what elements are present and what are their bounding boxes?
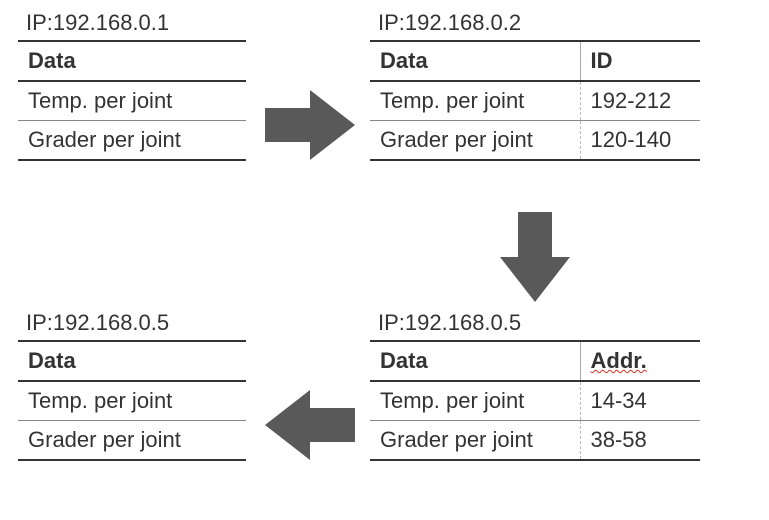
- data-table: Data Addr. Temp. per joint 14-34 Grader …: [370, 340, 700, 461]
- node-3: IP:192.168.0.5 Data Addr. Temp. per join…: [370, 310, 700, 461]
- arrow-down-icon: [500, 212, 570, 302]
- cell: Temp. per joint: [18, 81, 246, 121]
- cell: Temp. per joint: [370, 81, 580, 121]
- col-header: Data: [370, 41, 580, 81]
- col-header: Data: [370, 341, 580, 381]
- cell: 38-58: [580, 421, 700, 461]
- data-table: Data Temp. per joint Grader per joint: [18, 40, 246, 161]
- arrow-left-icon: [265, 390, 355, 460]
- data-table: Data Temp. per joint Grader per joint: [18, 340, 246, 461]
- cell: Temp. per joint: [370, 381, 580, 421]
- cell: Grader per joint: [370, 121, 580, 161]
- node-2: IP:192.168.0.2 Data ID Temp. per joint 1…: [370, 10, 700, 161]
- cell: Grader per joint: [18, 121, 246, 161]
- col-header: Data: [18, 41, 246, 81]
- arrow-right-icon: [265, 90, 355, 160]
- ip-label: IP:192.168.0.5: [370, 310, 700, 336]
- ip-label: IP:192.168.0.5: [18, 310, 246, 336]
- col-header: Data: [18, 341, 246, 381]
- cell: Temp. per joint: [18, 381, 246, 421]
- cell: 14-34: [580, 381, 700, 421]
- col-header: ID: [580, 41, 700, 81]
- node-1: IP:192.168.0.1 Data Temp. per joint Grad…: [18, 10, 246, 161]
- ip-label: IP:192.168.0.1: [18, 10, 246, 36]
- data-table: Data ID Temp. per joint 192-212 Grader p…: [370, 40, 700, 161]
- col-header: Addr.: [580, 341, 700, 381]
- cell: Grader per joint: [18, 421, 246, 461]
- cell: 120-140: [580, 121, 700, 161]
- cell: 192-212: [580, 81, 700, 121]
- cell: Grader per joint: [370, 421, 580, 461]
- ip-label: IP:192.168.0.2: [370, 10, 700, 36]
- node-4: IP:192.168.0.5 Data Temp. per joint Grad…: [18, 310, 246, 461]
